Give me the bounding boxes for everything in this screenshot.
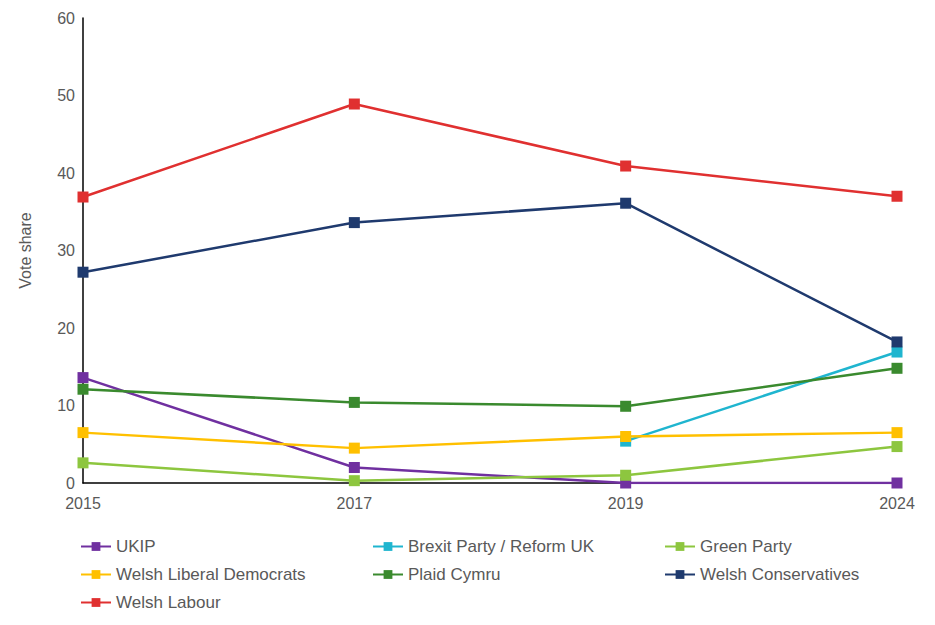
svg-text:Vote share: Vote share (17, 212, 34, 289)
svg-text:2017: 2017 (337, 495, 373, 512)
svg-text:UKIP: UKIP (116, 537, 156, 556)
svg-text:2019: 2019 (608, 495, 644, 512)
svg-text:0: 0 (66, 475, 75, 492)
svg-text:10: 10 (57, 397, 75, 414)
svg-text:2015: 2015 (65, 495, 101, 512)
svg-text:Plaid Cymru: Plaid Cymru (408, 565, 501, 584)
svg-text:50: 50 (57, 87, 75, 104)
svg-text:20: 20 (57, 320, 75, 337)
svg-text:30: 30 (57, 242, 75, 259)
svg-text:Welsh Conservatives: Welsh Conservatives (700, 565, 859, 584)
svg-text:40: 40 (57, 165, 75, 182)
svg-text:Welsh Labour: Welsh Labour (116, 593, 221, 612)
svg-text:2024: 2024 (879, 495, 915, 512)
svg-text:Brexit Party / Reform UK: Brexit Party / Reform UK (408, 537, 595, 556)
svg-text:60: 60 (57, 10, 75, 27)
svg-text:Green Party: Green Party (700, 537, 792, 556)
svg-text:Welsh Liberal Democrats: Welsh Liberal Democrats (116, 565, 306, 584)
